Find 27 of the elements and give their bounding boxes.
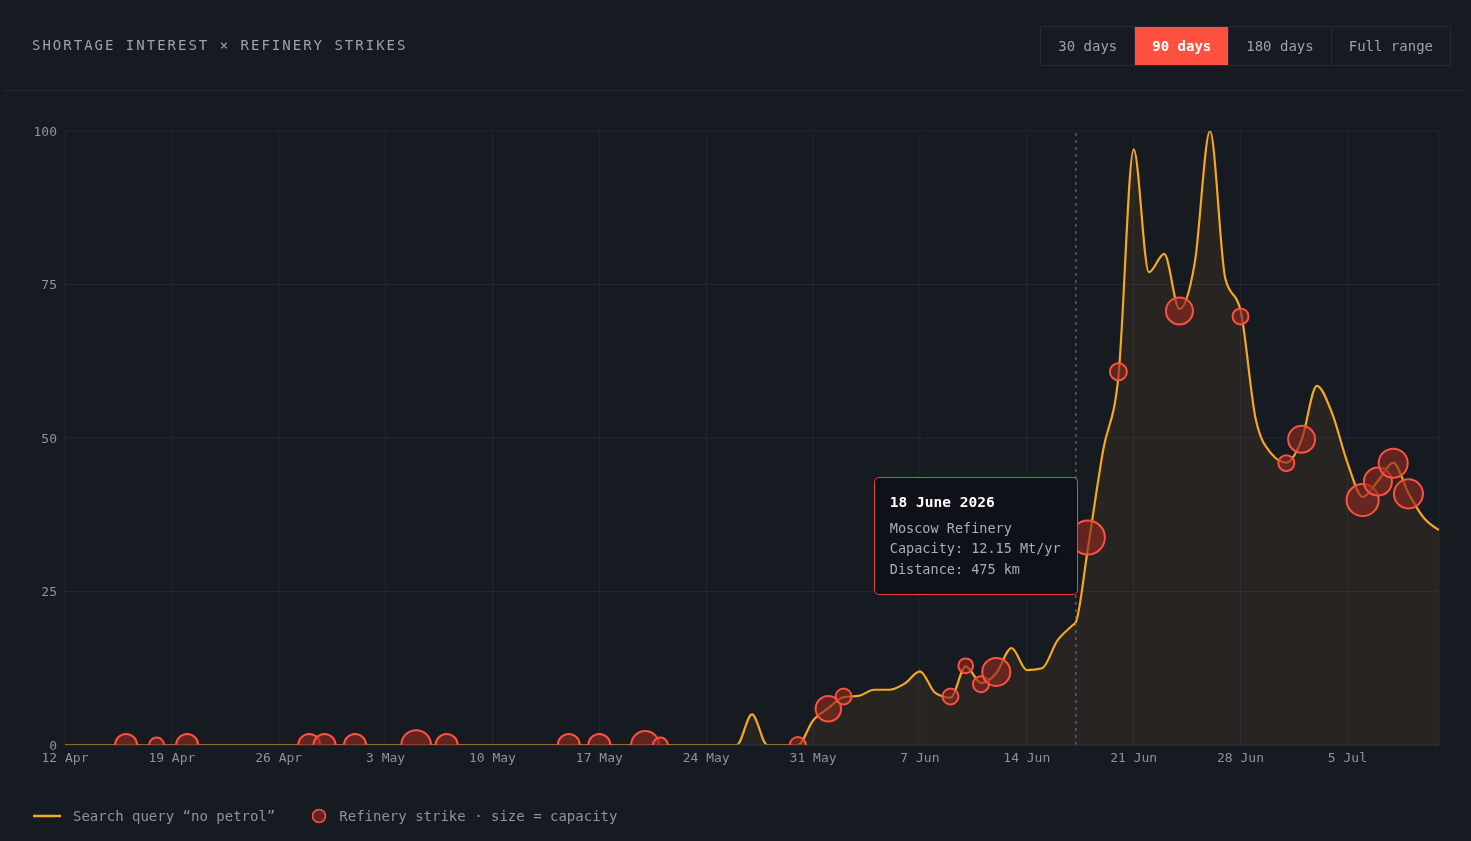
- x-tick-label: 21 Jun: [1110, 750, 1158, 766]
- legend-label: Search query “no petrol”: [73, 808, 276, 824]
- x-tick-label: 10 May: [468, 750, 517, 766]
- y-tick-label: 0: [49, 737, 57, 753]
- x-tick-label: 12 Apr: [41, 750, 89, 766]
- x-tick-label: 28 Jun: [1217, 750, 1265, 766]
- x-tick-label: 19 Apr: [148, 750, 196, 766]
- x-tick-label: 5 Jul: [1327, 750, 1367, 766]
- legend-label: Refinery strike · size = capacity: [339, 808, 618, 824]
- x-tick-label: 17 May: [575, 750, 623, 766]
- y-tick-label: 100: [33, 123, 57, 139]
- chart-title: SHORTAGE INTEREST × REFINERY STRIKES: [32, 37, 408, 53]
- tooltip-card: 18 June 2026 Moscow Refinery Capacity: 12.15 Mt/yr Distance: 475 km: [873, 477, 1078, 596]
- x-tick-label: 3 May: [366, 750, 406, 766]
- text: Full range: [1330, 27, 1450, 65]
- text: 180 days: [1228, 27, 1331, 65]
- y-tick-label: 25: [41, 584, 57, 600]
- annotation: 18 June 2026 Moscow Refinery Capacity: 12.15 Mt/yr Distance: 475 km: [889, 494, 1061, 577]
- y-tick-label: 75: [41, 277, 57, 293]
- x-tick-label: 24 May: [682, 750, 730, 766]
- y-tick-label: 50: [41, 430, 57, 446]
- text: 90 days: [1134, 27, 1229, 65]
- x-tick-label: 7 Jun: [900, 750, 940, 766]
- x-tick-label: 14 Jun: [1003, 750, 1051, 766]
- x-tick-label: 31 May: [789, 750, 837, 766]
- text: 30 days: [1057, 37, 1119, 56]
- x-tick-label: 26 Apr: [255, 750, 303, 766]
